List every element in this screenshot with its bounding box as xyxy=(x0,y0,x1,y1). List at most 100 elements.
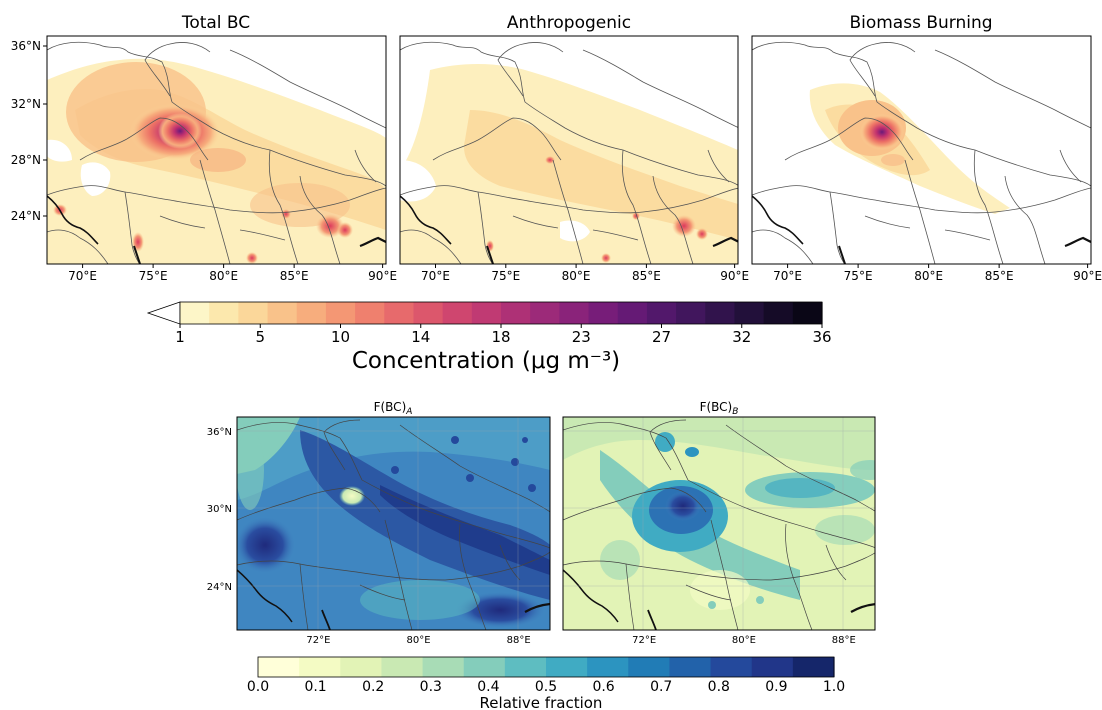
colorbar-tick-label: 0.6 xyxy=(592,679,614,695)
colorbar-bin xyxy=(705,302,736,324)
colorbar-label-concentration: Concentration (μg m⁻³) xyxy=(352,348,620,374)
concentration-field-mid xyxy=(464,110,738,240)
colorbar-bin xyxy=(751,657,794,677)
colorbar-label-relative-fraction: Relative fraction xyxy=(480,694,603,710)
y-tick-label: 36°N xyxy=(207,427,232,438)
hotspot-punjab xyxy=(860,114,904,150)
x-tick-label: 75°E xyxy=(491,269,520,283)
colorbar-bin xyxy=(588,302,619,324)
colorbar-bin xyxy=(530,302,560,324)
colorbar-bin xyxy=(646,302,677,324)
x-tick-label: 80°E xyxy=(407,635,431,646)
x-tick-label: 90°E xyxy=(1073,269,1102,283)
colorbar-bin xyxy=(504,657,547,677)
panel-title-fbc-b: F(BC)B xyxy=(700,400,739,417)
panel-title-total-bc: Total BC xyxy=(181,13,250,33)
colorbar-bin xyxy=(676,302,706,324)
x-tick-label: 75°E xyxy=(139,269,168,283)
colorbar-bin xyxy=(587,657,629,677)
no-data-patch xyxy=(80,162,111,196)
colorbar-bin xyxy=(501,302,531,324)
bottom-axis-ticks: 72°E 80°E 88°E 72°E 80°E 88°E 36°N 30°N 24°N xyxy=(207,427,856,646)
hotspot-punjab xyxy=(158,113,202,149)
y-tick-label: 24°N xyxy=(207,582,232,593)
colorbar-tick-label: 0.0 xyxy=(247,679,269,695)
colorbar-tick-label: 36 xyxy=(812,328,831,346)
map-panel-fbc-b xyxy=(562,416,876,631)
colorbar-tick-label: 1 xyxy=(175,328,185,346)
x-tick-label: 75°E xyxy=(844,269,873,283)
low-fraction-patch xyxy=(339,486,365,506)
colorbar-tick-label: 0.8 xyxy=(708,679,730,695)
x-tick-label: 90°E xyxy=(368,269,397,283)
colorbar-bin xyxy=(384,302,415,324)
x-tick-label: 72°E xyxy=(632,635,656,646)
x-tick-label: 70°E xyxy=(421,269,450,283)
colorbar-tick-label: 0.3 xyxy=(420,679,442,695)
y-tick-label: 32°N xyxy=(11,97,41,111)
colorbar-bin xyxy=(296,302,327,324)
colorbar-bin xyxy=(734,302,765,324)
colorbar-bin xyxy=(792,657,835,677)
colorbar-tick-label: 27 xyxy=(652,328,671,346)
high-fraction-core xyxy=(665,491,701,521)
colorbar-tick-label: 32 xyxy=(732,328,751,346)
fraction-field-very-high xyxy=(380,485,550,575)
colorbar-tick-label: 10 xyxy=(331,328,350,346)
x-tick-label: 90°E xyxy=(720,269,749,283)
colorbar-tick-label: 0.7 xyxy=(650,679,672,695)
colorbar-bin xyxy=(422,657,465,677)
relative-fraction-colorbar: 0.0 0.1 0.2 0.3 0.4 0.5 0.6 0.7 0.8 0.9 1.0 Relati… xyxy=(247,656,845,710)
colorbar-bin xyxy=(617,302,648,324)
colorbar-bin xyxy=(325,302,356,324)
colorbar-tick-label: 0.2 xyxy=(362,679,384,695)
y-tick-label: 36°N xyxy=(11,39,41,53)
y-tick-label: 28°N xyxy=(11,153,41,167)
panel-title-fbc-a: F(BC)A xyxy=(374,400,413,417)
colorbar-bin xyxy=(463,657,506,677)
colorbar-extend-arrow xyxy=(146,301,181,325)
colorbar-bin xyxy=(559,302,590,324)
map-panel-fbc-a xyxy=(236,416,551,631)
x-tick-label: 85°E xyxy=(280,269,309,283)
map-panel-biomass-burning xyxy=(751,35,1092,265)
colorbar-bin xyxy=(238,302,269,324)
colorbar-bin xyxy=(471,302,502,324)
colorbar-bin xyxy=(763,302,794,324)
colorbar-bin xyxy=(413,302,444,324)
colorbar-bin xyxy=(299,657,341,677)
colorbar-bin xyxy=(628,657,671,677)
x-tick-label: 80°E xyxy=(732,635,756,646)
x-tick-label: 80°E xyxy=(914,269,943,283)
colorbar-bin xyxy=(258,657,300,677)
colorbar-tick-label: 1.0 xyxy=(823,679,845,695)
no-data-patch xyxy=(600,36,738,60)
colorbar-tick-label: 0.1 xyxy=(304,679,326,695)
colorbar-bin xyxy=(546,657,588,677)
panel-title-biomass-burning: Biomass Burning xyxy=(849,13,992,33)
no-data-patch xyxy=(47,139,72,162)
map-panel-anthropogenic xyxy=(399,35,739,265)
concentration-colorbar: 1 5 10 14 18 23 27 32 36 Concentration (μg m⁻³) xyxy=(146,301,832,374)
colorbar-bin xyxy=(209,302,239,324)
hotspot-east xyxy=(672,215,696,237)
x-tick-label: 85°E xyxy=(632,269,661,283)
colorbar-bin xyxy=(669,657,712,677)
colorbar-tick-label: 23 xyxy=(572,328,591,346)
x-tick-label: 72°E xyxy=(306,635,330,646)
colorbar-bin xyxy=(267,302,298,324)
colorbar-bin xyxy=(442,302,473,324)
colorbar-bin xyxy=(180,302,210,324)
colorbar-bin xyxy=(710,657,753,677)
x-tick-label: 88°E xyxy=(507,635,531,646)
panel-title-anthropogenic: Anthropogenic xyxy=(507,13,631,33)
y-tick-label: 24°N xyxy=(11,209,41,223)
y-tick-label: 30°N xyxy=(207,504,232,515)
top-axis-ticks: 70°E 75°E 80°E 85°E 90°E 70°E 75°E 80°E 85°E 90°E… xyxy=(11,39,1102,283)
colorbar-frame xyxy=(257,656,835,678)
map-panel-total-bc xyxy=(46,35,387,265)
fraction-field-low xyxy=(563,417,875,470)
x-tick-label: 80°E xyxy=(562,269,591,283)
no-data-patch xyxy=(400,160,436,202)
colorbar-bin xyxy=(340,657,383,677)
